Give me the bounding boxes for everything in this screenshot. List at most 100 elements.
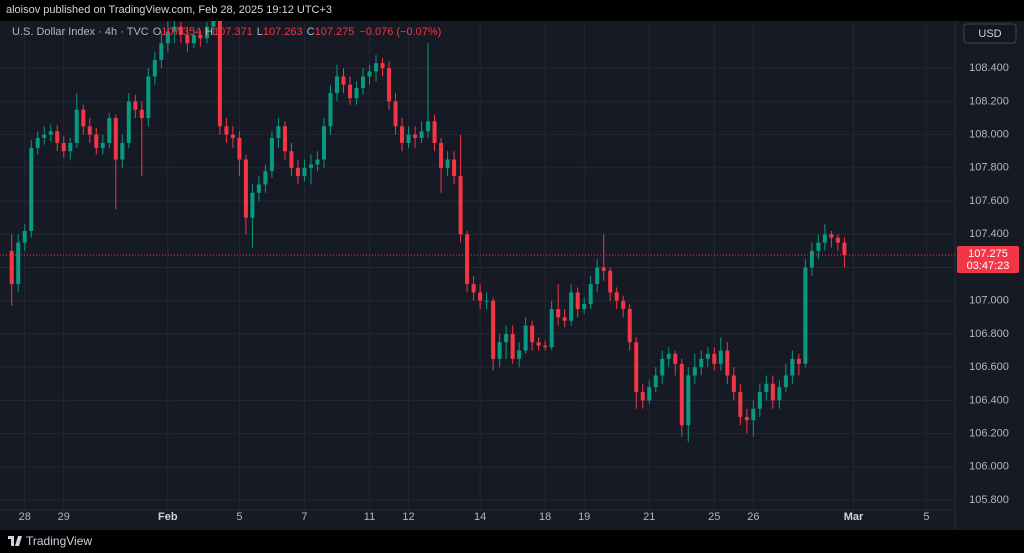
candle-body xyxy=(172,26,177,32)
candle-body xyxy=(55,131,60,143)
legend-line: U.S. Dollar Index · 4h · TVC O107.354 H107… xyxy=(12,26,441,38)
candle-body xyxy=(458,176,463,235)
candle-body xyxy=(510,333,515,359)
candle-body xyxy=(523,325,528,351)
candle-body xyxy=(725,350,730,376)
candle-body xyxy=(419,131,424,138)
candle-body xyxy=(796,358,801,364)
countdown: 03:47:23 xyxy=(967,260,1010,272)
candle-body xyxy=(321,126,326,160)
y-tick-label: 108.400 xyxy=(969,62,1009,74)
candle-body xyxy=(250,192,255,218)
candle-body xyxy=(608,270,613,293)
candle-body xyxy=(569,292,574,321)
footer: TradingView xyxy=(0,530,1024,553)
candle-body xyxy=(471,284,476,293)
candle-body xyxy=(543,345,548,348)
x-tick-label: Feb xyxy=(158,511,178,523)
candle-body xyxy=(276,126,281,138)
y-tick-label: 106.200 xyxy=(969,428,1009,440)
candle-body xyxy=(764,383,769,393)
candle-body xyxy=(699,358,704,368)
symbol: U.S. Dollar Index · 4h · TVC xyxy=(12,26,149,38)
candle-body xyxy=(829,234,834,238)
y-tick-label: 106.000 xyxy=(969,461,1009,473)
logo xyxy=(8,536,22,546)
x-tick-label: 5 xyxy=(236,511,242,523)
chart: 105.800 106.000 106.200 106.400 106.600 106.8… xyxy=(0,21,1024,530)
candle-body xyxy=(621,300,626,310)
candle-body xyxy=(452,159,457,177)
candle-body xyxy=(445,159,450,168)
candle-body xyxy=(237,137,242,160)
candle-body xyxy=(647,387,652,401)
y-tick-label: 107.600 xyxy=(969,195,1009,207)
candle-body xyxy=(308,164,313,168)
candle-body xyxy=(406,134,411,143)
candle-body xyxy=(835,237,840,243)
candle-body xyxy=(29,147,34,231)
candle-body xyxy=(666,353,671,359)
candle-body xyxy=(653,375,658,388)
candle-body xyxy=(705,353,710,359)
candle-body xyxy=(770,383,775,401)
candle-body xyxy=(263,171,268,185)
candle-body xyxy=(146,76,151,119)
candle-body xyxy=(822,234,827,243)
candle-body xyxy=(426,121,431,132)
candle-body xyxy=(627,309,632,343)
candle-body xyxy=(87,126,92,135)
candle-body xyxy=(816,242,821,251)
low-label: L xyxy=(257,26,263,38)
candle-body xyxy=(562,317,567,321)
candle-body xyxy=(269,137,274,172)
candle-body xyxy=(9,250,14,285)
candle-body xyxy=(289,151,294,168)
high-value: 107.371 xyxy=(213,26,253,38)
candle-body xyxy=(530,325,535,343)
candle-body xyxy=(692,367,697,376)
candle-body xyxy=(367,71,372,77)
candle-body xyxy=(133,101,138,110)
candle-body xyxy=(204,26,209,39)
candle-body xyxy=(302,167,307,177)
candle-body xyxy=(347,84,353,99)
candle-body xyxy=(465,234,470,285)
candle-body xyxy=(152,59,157,77)
candle-body xyxy=(35,137,40,148)
candle-body xyxy=(536,342,541,346)
x-tick-label: 14 xyxy=(474,511,486,523)
candle-body xyxy=(660,358,665,376)
candle-body xyxy=(575,292,580,310)
y-tick-label: 106.400 xyxy=(969,394,1009,406)
low-value: 107.263 xyxy=(263,26,303,38)
candle-body xyxy=(224,126,229,135)
candle-body xyxy=(484,300,489,302)
candle-body xyxy=(217,21,222,127)
candle-body xyxy=(120,142,125,160)
close-label: C xyxy=(307,26,315,38)
candle-body xyxy=(504,333,509,343)
x-tick-label: Mar xyxy=(844,511,864,523)
candle-body xyxy=(230,134,235,138)
candle-body xyxy=(74,109,79,143)
candle-body xyxy=(328,93,333,127)
candle-body xyxy=(68,142,73,152)
candle-body xyxy=(48,131,53,135)
candle-body xyxy=(360,76,366,89)
publish-header: aloisov published on TradingView.com, Fe… xyxy=(0,0,1024,21)
candle-body xyxy=(673,353,678,364)
candle-body xyxy=(198,34,203,39)
candle-body xyxy=(809,250,814,268)
candle-body xyxy=(22,230,27,243)
candle-body xyxy=(387,68,392,102)
brand: TradingView xyxy=(26,534,93,548)
candle-body xyxy=(400,126,405,143)
x-tick-label: 18 xyxy=(539,511,551,523)
ohlc-legend: U.S. Dollar Index · 4h · TVC O107.354 H107… xyxy=(12,26,441,38)
candle-body xyxy=(354,88,359,99)
candle-body xyxy=(634,342,639,393)
candle-body xyxy=(777,387,782,401)
currency-button[interactable] xyxy=(963,23,1017,44)
candle-body xyxy=(842,242,847,256)
